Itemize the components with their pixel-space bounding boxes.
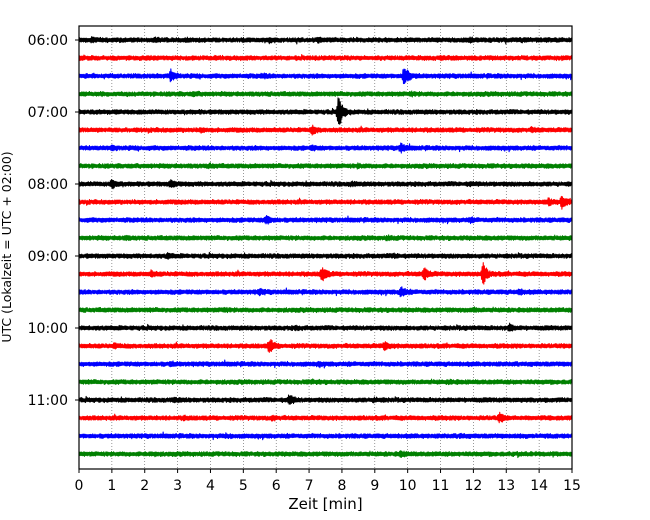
trace-0715 [78,124,573,136]
x-tick-label: 4 [206,478,215,494]
trace-1115 [78,411,573,424]
y-tick-label: 06:00 [28,33,68,49]
x-tick-label: 13 [497,478,515,494]
x-tick-label: 0 [75,478,84,494]
x-tick-label: 3 [173,478,182,494]
trace-1000 [78,322,573,332]
trace-1015 [78,339,573,353]
plot-frame [78,25,573,470]
trace-1030 [78,359,573,369]
y-tick-label: 11:00 [28,393,68,409]
y-axis-label: UTC (Lokalzeit = UTC + 02:00) [0,151,14,342]
trace-0630 [78,68,573,85]
trace-1100 [78,394,573,405]
x-tick-label: 1 [107,478,116,494]
trace-0915 [78,262,573,285]
x-tick-label: 5 [239,478,248,494]
trace-1145 [78,450,573,459]
x-tick-label: 2 [140,478,149,494]
trace-0930 [78,286,573,298]
trace-0600 [78,36,573,45]
y-tick-label: 08:00 [28,177,68,193]
x-tick-label: 9 [370,478,379,494]
x-tick-label: 11 [432,478,450,494]
trace-1045 [78,378,573,386]
x-tick-label: 10 [399,478,417,494]
trace-0615 [78,54,573,62]
x-tick-label: 15 [563,478,581,494]
x-axis-ticks: 0 1 2 3 4 5 6 7 8 9 10 11 12 13 14 15 [75,469,581,494]
trace-0945 [78,306,573,314]
trace-0845 [78,234,573,242]
trace-0645 [78,90,573,98]
plot-background [79,26,572,469]
y-tick-label: 07:00 [28,105,68,121]
seismogram-traces [78,36,573,459]
y-tick-label: 10:00 [28,321,68,337]
vertical-gridlines [111,26,540,469]
y-axis-ticks: 06:00 07:00 08:00 09:00 10:00 11:00 [28,33,79,409]
trace-0800 [78,179,573,190]
trace-0815 [78,195,573,210]
trace-0830 [78,214,573,225]
trace-0900 [78,251,573,260]
x-tick-label: 7 [305,478,314,494]
trace-1130 [78,431,573,441]
x-tick-label: 8 [337,478,346,494]
x-axis-label: Zeit [min] [288,495,362,513]
y-tick-label: 09:00 [28,249,68,265]
x-tick-label: 12 [464,478,482,494]
x-tick-label: 14 [530,478,548,494]
trace-0745 [78,162,573,170]
trace-0730 [78,142,573,154]
x-tick-label: 6 [272,478,281,494]
trace-0700 [78,97,573,125]
